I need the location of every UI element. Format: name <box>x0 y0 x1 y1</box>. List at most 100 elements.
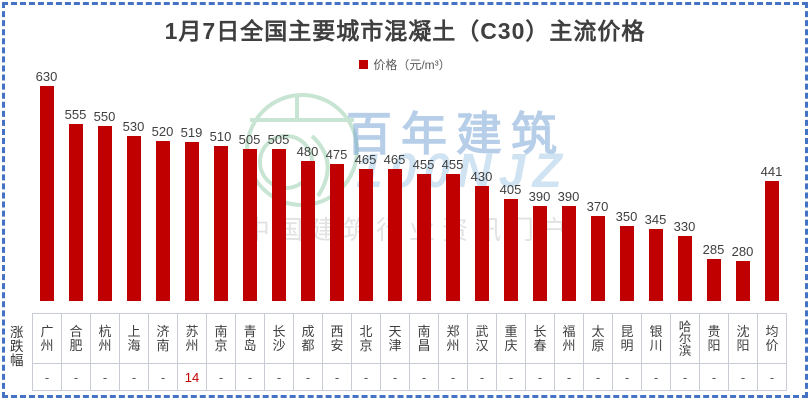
city-label: 郑 州 <box>439 314 467 364</box>
table-column: 广 州 - <box>33 314 62 391</box>
bar <box>329 163 344 301</box>
bar-value-label: 390 <box>528 189 551 204</box>
bar-column: 390 <box>525 189 554 301</box>
bar-value-label: 345 <box>644 211 667 227</box>
bar-value-label: 390 <box>557 189 580 204</box>
bar <box>532 206 547 301</box>
bar-column: 441 <box>757 163 786 301</box>
table-column: 长 春 - <box>526 314 555 391</box>
bar-value-label: 550 <box>93 109 116 124</box>
city-label: 广 州 <box>33 314 61 364</box>
bar-column: 465 <box>351 151 380 301</box>
city-label: 哈 尔 滨 <box>671 314 699 364</box>
change-value: - <box>624 369 630 385</box>
bar-value-label: 441 <box>760 163 783 179</box>
change-value: - <box>711 369 717 385</box>
bar <box>648 228 663 301</box>
table-column: 合 肥 - <box>62 314 91 391</box>
bar-column: 390 <box>554 189 583 301</box>
table-column: 杭 州 - <box>91 314 120 391</box>
city-label: 均 价 <box>758 314 786 364</box>
table-column: 太 原 - <box>584 314 613 391</box>
city-label: 天 津 <box>381 314 409 364</box>
change-value: - <box>682 369 688 385</box>
table-column: 天 津 - <box>381 314 410 391</box>
change-value: - <box>160 369 166 385</box>
bar <box>300 161 315 301</box>
bar-value-label: 285 <box>702 241 725 257</box>
bar <box>184 141 199 301</box>
bar-value-label: 350 <box>615 209 638 224</box>
table-column: 北 京 - <box>352 314 381 391</box>
legend-label: 价格（元/m³） <box>373 58 451 72</box>
table-column: 上 海 - <box>120 314 149 391</box>
change-value: - <box>450 369 456 385</box>
bar <box>416 173 431 301</box>
table-column: 成 都 - <box>294 314 323 391</box>
city-label: 昆 明 <box>613 314 641 364</box>
table-column: 郑 州 - <box>439 314 468 391</box>
bar-column: 370 <box>583 199 612 301</box>
change-value: 14 <box>184 369 200 385</box>
city-label: 济 南 <box>149 314 177 364</box>
bar-value-label: 630 <box>35 69 58 84</box>
bar-value-label: 505 <box>267 131 290 147</box>
change-value: - <box>305 369 311 385</box>
city-label: 银 川 <box>642 314 670 364</box>
change-value: - <box>102 369 108 385</box>
bar-value-label: 519 <box>180 124 203 140</box>
city-label: 长 沙 <box>265 314 293 364</box>
bar <box>97 126 112 301</box>
change-value: - <box>363 369 369 385</box>
bar-value-label: 510 <box>209 129 232 144</box>
bar-value-label: 530 <box>122 119 145 134</box>
bar-value-label: 465 <box>383 151 406 167</box>
change-value: - <box>392 369 398 385</box>
bar-value-label: 555 <box>64 106 87 122</box>
city-label: 武 汉 <box>468 314 496 364</box>
bar-column: 475 <box>322 146 351 301</box>
bar-column: 455 <box>409 156 438 301</box>
bar-column: 350 <box>612 209 641 301</box>
bar <box>387 168 402 301</box>
bar-value-label: 465 <box>354 151 377 167</box>
bar-value-label: 480 <box>296 144 319 159</box>
table-column: 沈 阳 - <box>729 314 758 391</box>
city-label: 太 原 <box>584 314 612 364</box>
bar-column: 280 <box>728 244 757 301</box>
bar-columns: 630 555 550 530 520 519 510 505 505 480 475 465 465 4… <box>32 69 786 301</box>
bar-value-label: 475 <box>325 146 348 162</box>
table-column: 武 汉 - <box>468 314 497 391</box>
table-column: 苏 州 14 <box>178 314 207 391</box>
change-row-label: 涨 跌 幅 <box>10 325 24 368</box>
city-label: 沈 阳 <box>729 314 757 364</box>
bar-column: 405 <box>496 182 525 301</box>
change-value: - <box>421 369 427 385</box>
change-value: - <box>44 369 50 385</box>
city-label: 青 岛 <box>236 314 264 364</box>
bar-column: 519 <box>177 124 206 301</box>
price-table: 广 州-合 肥-杭 州-上 海-济 南-苏 州 14 南 京-青 岛-长 沙-成 都… <box>32 313 787 391</box>
bar-value-label: 455 <box>412 156 435 172</box>
table-column: 长 沙 - <box>265 314 294 391</box>
bar-column: 345 <box>641 211 670 301</box>
table-column: 贵 阳 - <box>700 314 729 391</box>
bar <box>358 168 373 301</box>
bar <box>503 198 518 301</box>
chart-title: 1月7日全国主要城市混凝土（C30）主流价格 <box>164 18 646 44</box>
table-column: 西 安 - <box>323 314 352 391</box>
city-label: 合 肥 <box>62 314 90 364</box>
bar <box>155 141 170 301</box>
city-label: 北 京 <box>352 314 380 364</box>
city-label: 长 春 <box>526 314 554 364</box>
table-column: 济 南 - <box>149 314 178 391</box>
bar <box>735 261 750 301</box>
bar-value-label: 505 <box>238 131 261 147</box>
change-value: - <box>769 369 775 385</box>
table-column: 青 岛 - <box>236 314 265 391</box>
table-column: 福 州 - <box>555 314 584 391</box>
bar-column: 555 <box>61 106 90 301</box>
change-value: - <box>276 369 282 385</box>
change-value: - <box>740 369 746 385</box>
